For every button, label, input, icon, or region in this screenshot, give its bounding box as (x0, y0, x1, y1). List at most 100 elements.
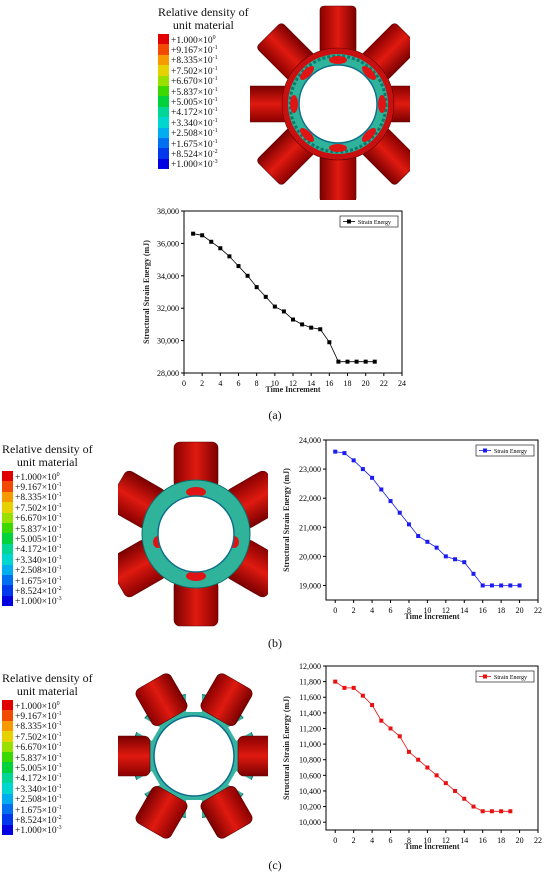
x-tick-label: 6 (237, 379, 241, 388)
data-point (333, 449, 338, 454)
data-point (245, 273, 250, 278)
data-point (471, 571, 476, 576)
data-point (416, 534, 421, 538)
legend-entry: +3.340×10-1 (158, 117, 249, 129)
legend-value: +4.172×10-1 (15, 773, 62, 785)
data-point (379, 487, 384, 492)
legend-swatch (2, 741, 13, 752)
legend-value: +1.675×10-1 (15, 575, 62, 587)
strain-energy-chart-a: 0 2 4 6 8 10 12 14 16 18 20 22 2428,00030,00032,0003… (142, 207, 406, 394)
legend-swatch (2, 783, 13, 794)
legend-swatch (2, 533, 13, 544)
legend-value: +5.837×10-1 (171, 86, 218, 98)
legend-entry: +4.172×10-1 (158, 106, 249, 119)
legend-swatch (2, 772, 13, 784)
legend-swatch (158, 65, 169, 76)
caption-b: (b) (268, 636, 282, 650)
x-tick-label: 14 (460, 606, 468, 615)
legend-value: +5.005×10-1 (171, 96, 218, 109)
legend-value: +9.167×10-1 (15, 711, 62, 723)
legend-swatch (2, 574, 13, 586)
data-point (363, 359, 368, 364)
y-tick-label: 11,600 (299, 693, 321, 702)
legend-value: +6.670×10-1 (15, 742, 62, 754)
plot-frame (325, 439, 539, 601)
legend-entry: +5.005×10-1 (158, 96, 249, 109)
legend-value: +3.340×10-1 (171, 117, 218, 129)
legend-swatch (2, 824, 13, 836)
legend-entry: +3.340×10-1 (2, 783, 93, 795)
y-tick-label: 22,000 (299, 494, 321, 503)
legend-value: +3.340×10-1 (15, 783, 62, 795)
data-point (263, 294, 268, 299)
x-tick-label: 0 (333, 836, 337, 845)
legend-entry: +2.508×10-1 (2, 564, 93, 577)
legend-value: +2.508×10-1 (15, 794, 62, 806)
legend-entry: +9.167×10-1 (2, 710, 93, 723)
data-point (517, 583, 522, 588)
data-point (406, 749, 411, 754)
data-point (336, 359, 341, 364)
series-line (334, 681, 511, 812)
legend-value: +5.837×10-1 (15, 523, 62, 535)
data-point (370, 475, 375, 480)
legend-swatch (2, 585, 13, 596)
legend-swatch (2, 803, 13, 815)
y-tick-label: 23,000 (299, 465, 321, 474)
data-point (372, 359, 377, 364)
legend-title-line2: unit material (172, 18, 234, 32)
legend-swatch (2, 564, 13, 575)
legend-swatch (158, 106, 169, 118)
legend-value: +1.675×10-1 (171, 138, 218, 150)
legend-swatch (158, 75, 169, 86)
legend-entry: +6.670×10-1 (2, 741, 93, 754)
x-tick-label: 12 (289, 379, 297, 388)
legend-value: +2.508×10-1 (15, 565, 62, 577)
data-point (480, 809, 485, 814)
legend-swatch (2, 720, 13, 732)
legend-entry: +4.172×10-1 (2, 543, 93, 556)
legend-entry: +6.670×10-1 (2, 512, 93, 525)
data-point (499, 809, 504, 814)
legend-entry: +1.000×100 (2, 471, 93, 483)
legend-density-b: Relative density of unit material +1.000×1… (2, 443, 93, 607)
legend-swatch (158, 96, 169, 107)
legend-swatch (2, 731, 13, 742)
legend-title-line2: unit material (16, 684, 78, 698)
data-point (508, 583, 513, 588)
y-tick-label: 32,000 (157, 304, 179, 313)
data-point (318, 327, 323, 332)
x-tick-label: 2 (352, 836, 356, 845)
legend-entry: +9.167×10-1 (158, 44, 249, 56)
series-line (335, 451, 520, 586)
x-tick-label: 10 (423, 606, 431, 615)
legend-swatch (2, 543, 13, 555)
legend-entry: +8.335×10-1 (2, 491, 93, 504)
legend-swatch (158, 54, 169, 66)
strain-energy-chart-b: 0 2 4 6 8 10 12 14 16 18 20 22 19,000 20,000 21,000 22,… (282, 436, 542, 621)
x-tick-label: 14 (460, 836, 468, 845)
legend-swatch (158, 148, 169, 159)
model-image-c (118, 673, 268, 839)
data-point (397, 734, 402, 739)
legend-swatch (158, 85, 169, 97)
x-tick-label: 12 (442, 836, 450, 845)
legend-entry: +8.524×10-2 (2, 585, 93, 597)
data-point (379, 718, 384, 723)
y-axis-label: Structural Strain Energy (mJ) (142, 240, 151, 344)
x-tick-label: 22 (534, 836, 542, 845)
legend-value: +5.005×10-1 (15, 762, 62, 775)
legend-value: +8.524×10-2 (15, 814, 62, 827)
x-tick-label: 22 (534, 606, 542, 615)
legend-value: +1.000×10-3 (15, 825, 62, 837)
y-axis-label: Structural Strain Energy (mJ) (282, 696, 291, 800)
data-point (342, 685, 347, 690)
legend-entry: +1.675×10-1 (2, 574, 93, 587)
x-tick-label: 16 (479, 606, 487, 615)
legend-value: +6.670×10-1 (15, 513, 62, 525)
x-tick-label: 16 (325, 379, 333, 388)
legend-swatch (2, 502, 13, 513)
legend-title-line1: Relative density of (2, 671, 93, 685)
x-axis-label: Time Increment (404, 612, 459, 621)
legend-value: +1.000×100 (15, 700, 60, 712)
